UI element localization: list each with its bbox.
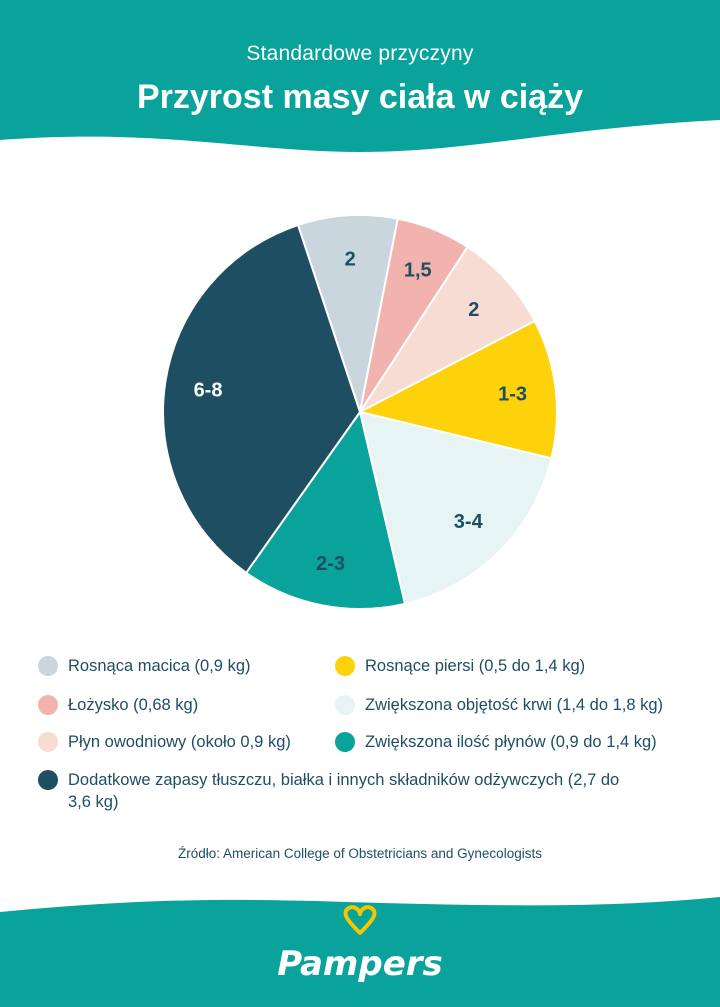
pie-slice — [358, 410, 553, 606]
legend-swatch — [38, 770, 58, 790]
legend-item-plyny: Zwiększona ilość płynów (0,9 do 1,4 kg) — [335, 731, 657, 753]
legend-swatch — [38, 656, 58, 676]
legend-label: Rosnące piersi (0,5 do 1,4 kg) — [365, 657, 586, 675]
pie-slice — [162, 223, 362, 575]
footer-wave — [0, 897, 720, 1007]
legend-item-plyn: Płyn owodniowy (około 0,9 kg) — [38, 731, 291, 753]
source-note: Źródło: American College of Obstetrician… — [178, 846, 542, 861]
pie-slice-label: 3-4 — [454, 511, 484, 533]
legend-swatch — [38, 695, 58, 715]
legend-swatch — [335, 656, 355, 676]
legend-swatch — [335, 732, 355, 752]
pie-slice-label: 2-3 — [316, 553, 345, 575]
page-subtitle: Standardowe przyczyny — [246, 42, 474, 65]
legend-label: Łożysko (0,68 kg) — [68, 696, 199, 714]
legend-item-tluszcz: Dodatkowe zapasy tłuszczu, białka i inny… — [38, 769, 638, 813]
legend-item-macica: Rosnąca macica (0,9 kg) — [38, 655, 251, 677]
brand-text: Pampers — [277, 944, 443, 984]
pie-slice-label: 6-8 — [194, 379, 223, 401]
legend-swatch — [335, 695, 355, 715]
legend-item-lozysko: Łożysko (0,68 kg) — [38, 694, 198, 716]
legend-label: Dodatkowe zapasy tłuszczu, białka i inny… — [68, 771, 620, 811]
pie-slice-label: 1-3 — [498, 383, 527, 405]
legend-label: Płyn owodniowy (około 0,9 kg) — [68, 733, 291, 751]
pie-slice — [357, 245, 537, 415]
pie-slice-label: 2 — [345, 249, 356, 271]
legend-item-piersi: Rosnące piersi (0,5 do 1,4 kg) — [335, 655, 585, 677]
legend-swatch — [38, 732, 58, 752]
pie-slice-label: 2 — [468, 299, 479, 321]
pie-slice — [244, 409, 407, 610]
pie-slice-label: 1,5 — [404, 260, 432, 282]
legend-label: Zwiększona ilość płynów (0,9 do 1,4 kg) — [365, 733, 657, 751]
page-title: Przyrost masy ciała w ciąży — [136, 78, 584, 116]
pie-slice — [296, 214, 399, 416]
legend-label: Rosnąca macica (0,9 kg) — [68, 657, 251, 675]
legend-item-krew: Zwiększona objętość krwi (1,4 do 1,8 kg) — [335, 694, 663, 716]
heart-icon: Pampers — [277, 905, 443, 984]
header-wave — [0, 0, 720, 152]
legend-label: Zwiększona objętość krwi (1,4 do 1,8 kg) — [365, 696, 664, 714]
pie-slice — [357, 319, 558, 460]
pampers-logo: Pampers — [270, 905, 450, 995]
